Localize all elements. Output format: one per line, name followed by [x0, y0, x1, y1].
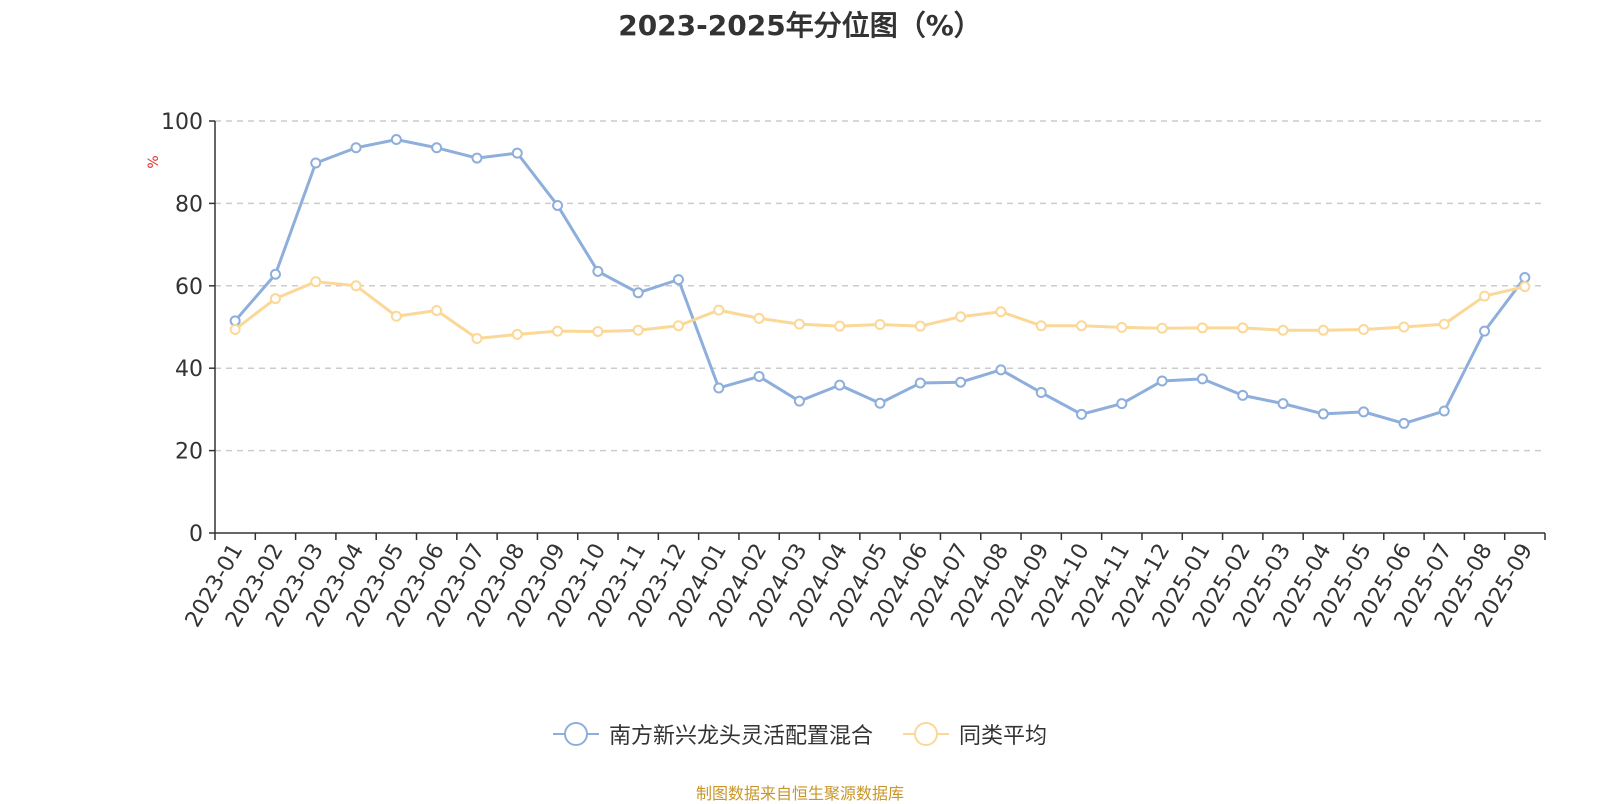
legend-swatch-series-2	[903, 722, 949, 746]
data-point[interactable]	[1358, 406, 1370, 418]
data-point[interactable]	[431, 305, 443, 317]
series-1	[229, 134, 1531, 429]
data-point[interactable]	[1237, 389, 1249, 401]
data-point[interactable]	[1438, 318, 1450, 330]
x-axis: 2023-012023-022023-032023-042023-052023-…	[181, 532, 1546, 632]
data-point[interactable]	[753, 312, 765, 324]
data-point[interactable]	[390, 134, 402, 146]
data-point[interactable]	[269, 268, 281, 280]
data-point[interactable]	[1398, 321, 1410, 333]
data-point[interactable]	[471, 152, 483, 164]
data-point[interactable]	[350, 142, 362, 154]
grid-lines	[215, 120, 1545, 452]
data-point[interactable]	[431, 142, 443, 154]
y-axis: 0 20 40 60 80 100	[161, 110, 216, 547]
data-point[interactable]	[1076, 408, 1088, 420]
data-point[interactable]	[1358, 323, 1370, 335]
series-line-1	[234, 138, 1527, 425]
data-point[interactable]	[1156, 322, 1168, 334]
legend-item-series-2[interactable]: 同类平均	[903, 718, 1047, 750]
data-point[interactable]	[310, 157, 322, 169]
y-tick-label: 0	[189, 522, 203, 547]
data-point[interactable]	[793, 395, 805, 407]
legend: 南方新兴龙头灵活配置混合 同类平均	[0, 718, 1600, 750]
data-point[interactable]	[1398, 417, 1410, 429]
data-point[interactable]	[1156, 375, 1168, 387]
legend-label-series-1: 南方新兴龙头灵活配置混合	[608, 724, 873, 749]
legend-label-series-2: 同类平均	[959, 724, 1048, 749]
data-point[interactable]	[1277, 398, 1289, 410]
data-point[interactable]	[793, 318, 805, 330]
data-point[interactable]	[672, 274, 684, 286]
chart-title: 2023-2025年分位图（%）	[618, 9, 982, 42]
data-point[interactable]	[1116, 321, 1128, 333]
data-point[interactable]	[552, 325, 564, 337]
data-point[interactable]	[1519, 281, 1531, 293]
y-tick-label: 80	[175, 192, 203, 217]
data-point[interactable]	[1196, 373, 1208, 385]
data-point[interactable]	[1317, 408, 1329, 420]
data-point[interactable]	[1277, 324, 1289, 336]
data-point[interactable]	[1196, 322, 1208, 334]
data-point[interactable]	[350, 280, 362, 292]
data-point[interactable]	[511, 147, 523, 159]
data-point[interactable]	[955, 311, 967, 323]
data-point[interactable]	[1116, 398, 1128, 410]
data-point[interactable]	[672, 320, 684, 332]
legend-item-series-1[interactable]: 南方新兴龙头灵活配置混合	[552, 718, 873, 750]
data-point[interactable]	[1438, 405, 1450, 417]
data-point[interactable]	[592, 265, 604, 277]
data-point[interactable]	[552, 199, 564, 211]
data-point[interactable]	[753, 370, 765, 382]
series-layer	[229, 134, 1531, 429]
y-tick-label: 60	[175, 275, 203, 300]
data-point[interactable]	[995, 364, 1007, 376]
data-point[interactable]	[874, 319, 886, 331]
data-point[interactable]	[632, 287, 644, 299]
y-tick-label: 100	[161, 110, 203, 135]
data-point[interactable]	[1237, 322, 1249, 334]
data-point[interactable]	[1035, 320, 1047, 332]
data-point[interactable]	[914, 377, 926, 389]
data-point[interactable]	[834, 320, 846, 332]
data-point[interactable]	[1479, 325, 1491, 337]
series-2	[229, 276, 1531, 345]
data-point[interactable]	[874, 397, 886, 409]
data-point[interactable]	[229, 315, 241, 327]
y-axis-label: %	[146, 155, 162, 168]
legend-swatch-series-1	[552, 722, 599, 746]
data-point[interactable]	[1076, 320, 1088, 332]
data-point[interactable]	[1317, 324, 1329, 336]
data-point[interactable]	[914, 320, 926, 332]
data-point[interactable]	[955, 376, 967, 388]
data-point[interactable]	[471, 333, 483, 345]
data-point[interactable]	[269, 293, 281, 305]
data-point[interactable]	[511, 328, 523, 340]
y-tick-label: 40	[175, 357, 203, 382]
data-point[interactable]	[713, 382, 725, 394]
data-point[interactable]	[1035, 387, 1047, 399]
data-source-note: 制图数据来自恒生聚源数据库	[695, 784, 904, 803]
data-point[interactable]	[834, 379, 846, 391]
data-point[interactable]	[713, 304, 725, 316]
data-point[interactable]	[1519, 272, 1531, 284]
data-point[interactable]	[310, 276, 322, 288]
data-point[interactable]	[1479, 290, 1491, 302]
data-point[interactable]	[995, 306, 1007, 318]
y-tick-label: 20	[175, 440, 203, 465]
data-point[interactable]	[592, 326, 604, 338]
data-point[interactable]	[229, 323, 241, 335]
data-point[interactable]	[390, 310, 402, 322]
data-point[interactable]	[632, 324, 644, 336]
